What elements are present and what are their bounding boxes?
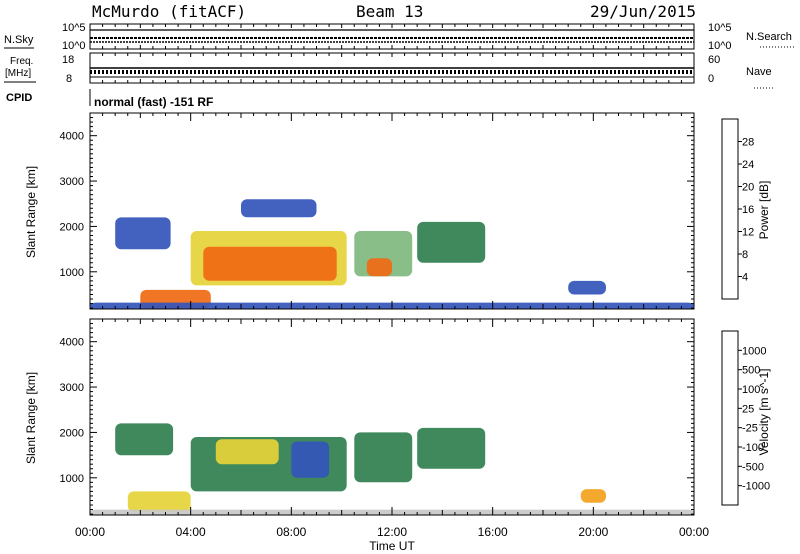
velocity-colorbar: -1000 -500 -100 -25 25 100 500 1000 xyxy=(721,330,770,506)
colorbar-tick-label: 20 xyxy=(742,182,754,194)
x-tick-label: 08:00 xyxy=(276,525,306,539)
freq-tick-top: 18 xyxy=(62,54,74,66)
velocity-colorbar-label: Velocity [m s^-1] xyxy=(757,369,771,456)
power-region xyxy=(366,258,392,277)
velocity-region xyxy=(291,441,330,478)
power-region xyxy=(241,199,317,218)
station-title: McMurdo (fitACF) xyxy=(92,2,246,21)
velocity-region xyxy=(354,432,413,483)
velocity-region xyxy=(215,439,279,465)
power-region xyxy=(203,246,337,281)
nsearch-label: N.Search xyxy=(746,31,792,43)
cpid-label: CPID xyxy=(6,92,32,104)
colorbar-tick-label: 4 xyxy=(742,272,748,284)
beam-title: Beam 13 xyxy=(356,2,423,21)
power-panel-frame xyxy=(89,112,695,310)
power-heatmap xyxy=(90,199,694,309)
power-y-axis: 1000 2000 3000 4000 xyxy=(60,117,694,309)
velocity-heatmap xyxy=(90,423,694,515)
velocity-region xyxy=(115,423,174,456)
y-tick-label: 2000 xyxy=(60,221,84,233)
velocity-y-label: Slant Range [km] xyxy=(24,372,38,464)
nave-label: Nave xyxy=(746,66,772,78)
power-region xyxy=(115,217,171,250)
nave-tick-bottom: 0 xyxy=(708,73,714,85)
y-tick-label: 1000 xyxy=(60,473,84,485)
nsearch-tick-top: 10^5 xyxy=(708,22,732,34)
colorbar-tick-label: 8 xyxy=(742,249,748,261)
freq-tick-bottom: 8 xyxy=(66,73,72,85)
freq-unit-label: [MHz] xyxy=(5,68,31,79)
y-tick-label: 1000 xyxy=(60,267,84,279)
colorbar-tick-label: 12 xyxy=(742,227,754,239)
colorbar-tick-label: 1000 xyxy=(742,345,766,357)
nsky-trace xyxy=(90,29,694,43)
y-tick-label: 2000 xyxy=(60,427,84,439)
y-tick-label: 4000 xyxy=(60,337,84,349)
colorbar-tick-label: 16 xyxy=(742,204,754,216)
power-region xyxy=(417,221,486,263)
x-tick-label: 20:00 xyxy=(578,525,608,539)
colorbar-tick-label: 25 xyxy=(742,403,754,415)
colorbar-tick-label: 28 xyxy=(742,137,754,149)
x-tick-label: 04:00 xyxy=(176,525,206,539)
colorbar-tick-label: -100 xyxy=(742,442,764,454)
velocity-y-axis: 1000 2000 3000 4000 xyxy=(60,323,694,515)
freq-label: Freq. xyxy=(10,56,33,67)
x-tick-label: 12:00 xyxy=(377,525,407,539)
nsearch-tick-bottom: 10^0 xyxy=(708,40,732,52)
y-tick-label: 3000 xyxy=(60,176,84,188)
power-colorbar: 4 8 12 16 20 24 28 xyxy=(721,118,754,300)
colorbar-tick-label: -500 xyxy=(742,461,764,473)
colorbar-tick-label: 100 xyxy=(742,384,760,396)
freq-trace xyxy=(90,67,694,78)
x-tick-label: 00:00 xyxy=(75,525,105,539)
time-x-axis: 00:00 04:00 08:00 12:00 16:00 20:00 00:00 xyxy=(75,24,709,539)
power-colorbar-label: Power [dB] xyxy=(757,181,771,240)
colorbar-frame xyxy=(721,330,739,506)
nsky-tick-top: 10^5 xyxy=(62,22,86,34)
nsky-tick-bottom: 10^0 xyxy=(62,40,86,52)
colorbar-tick-label: -25 xyxy=(742,423,758,435)
x-tick-label: 00:00 xyxy=(679,525,709,539)
velocity-region xyxy=(127,491,191,512)
y-tick-label: 3000 xyxy=(60,382,84,394)
velocity-region xyxy=(580,489,606,503)
cpid-text: normal (fast) -151 RF xyxy=(94,95,213,109)
date-title: 29/Jun/2015 xyxy=(590,2,696,21)
colorbar-frame xyxy=(721,118,739,300)
colorbar-tick-label: 24 xyxy=(742,159,754,171)
colorbar-tick-label: -1000 xyxy=(742,481,770,493)
colorbar-tick-label: 500 xyxy=(742,365,760,377)
power-y-label: Slant Range [km] xyxy=(24,166,38,258)
nsky-label: N.Sky xyxy=(4,34,34,46)
power-region xyxy=(568,280,606,295)
velocity-panel-frame xyxy=(89,318,695,516)
x-tick-label: 16:00 xyxy=(478,525,508,539)
x-axis-label: Time UT xyxy=(369,539,415,553)
y-tick-label: 4000 xyxy=(60,131,84,143)
nave-tick-top: 60 xyxy=(708,54,720,66)
velocity-region xyxy=(417,427,486,469)
